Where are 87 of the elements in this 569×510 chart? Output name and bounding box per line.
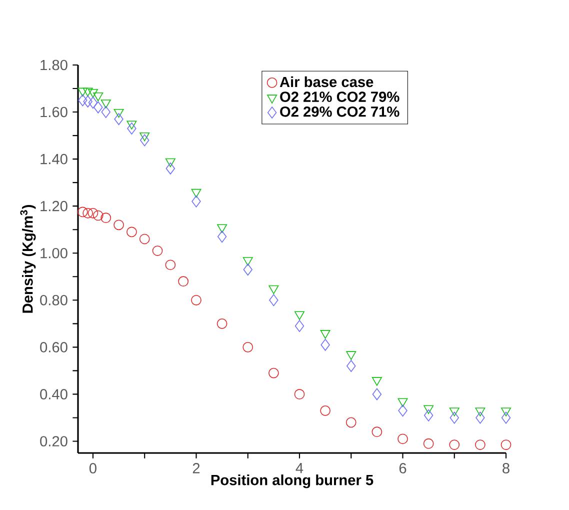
point — [294, 320, 304, 332]
point — [449, 408, 460, 416]
legend-label: O2 29% CO2 71% — [280, 106, 400, 117]
legend-label: O2 21% CO2 79% — [280, 92, 400, 102]
point — [140, 132, 150, 142]
point — [152, 246, 163, 256]
x-axis-title: Position along burner 5 — [211, 474, 374, 488]
point — [178, 276, 189, 287]
y-tick-label: 1.40 — [40, 154, 68, 164]
point — [372, 426, 382, 438]
point — [114, 220, 124, 230]
y-tick-label: 1.20 — [40, 200, 68, 212]
point — [139, 234, 150, 244]
point — [114, 113, 124, 126]
point — [191, 294, 202, 306]
point — [242, 342, 254, 352]
point — [423, 438, 434, 449]
point — [77, 206, 88, 218]
y-tick-label: 0.40 — [40, 389, 68, 400]
point — [166, 162, 176, 174]
y-tick-label: 1.60 — [40, 106, 68, 118]
point — [372, 377, 382, 386]
x-tick-label: 6 — [399, 463, 406, 474]
point — [320, 330, 330, 339]
x-tick-label: 0 — [89, 463, 96, 474]
point — [94, 101, 103, 114]
point — [243, 264, 252, 276]
y-tick-label: 1.80 — [40, 60, 68, 70]
point — [320, 338, 330, 351]
point — [500, 440, 512, 450]
point — [191, 188, 202, 198]
point — [88, 96, 98, 109]
point — [269, 294, 278, 306]
point — [88, 88, 98, 98]
point — [92, 210, 104, 221]
point — [140, 134, 150, 146]
point — [294, 389, 305, 400]
legend-label: Air base case — [280, 76, 374, 88]
y-tick-label: 0.80 — [40, 294, 68, 306]
point — [346, 417, 356, 428]
point — [126, 120, 137, 130]
y-axis-title: Density (Kg/m$^{3}$) — [20, 204, 36, 313]
x-tick-label: 8 — [502, 463, 510, 474]
point — [424, 409, 434, 422]
point — [78, 94, 88, 106]
point — [398, 398, 408, 407]
y-tick-label: 1.00 — [40, 248, 68, 258]
point — [398, 404, 408, 417]
point — [114, 108, 124, 118]
point — [501, 408, 512, 416]
point — [165, 158, 176, 168]
point — [501, 412, 511, 424]
point — [449, 440, 460, 450]
point — [372, 388, 382, 400]
point — [346, 351, 356, 360]
point — [192, 195, 201, 208]
point — [216, 318, 228, 329]
x-tick-label: 4 — [296, 463, 304, 474]
point — [320, 405, 330, 416]
point — [475, 440, 486, 450]
point — [100, 212, 112, 224]
point — [93, 92, 104, 102]
point — [165, 260, 176, 270]
point — [100, 100, 111, 108]
y-tick-label: 0.60 — [40, 342, 68, 352]
point — [294, 311, 304, 320]
y-tick-label: 0.20 — [40, 436, 68, 446]
point — [346, 360, 356, 372]
point — [475, 408, 486, 416]
point — [268, 368, 279, 378]
point — [424, 405, 434, 414]
point — [82, 208, 93, 218]
point — [476, 412, 485, 424]
point — [88, 208, 98, 218]
point — [127, 122, 136, 134]
point — [78, 88, 88, 97]
point — [242, 257, 253, 266]
point — [101, 106, 110, 118]
point — [217, 230, 227, 243]
point — [83, 95, 92, 108]
point — [126, 226, 137, 238]
x-tick-label: 2 — [192, 463, 200, 474]
point — [450, 412, 459, 424]
point — [268, 285, 279, 294]
point — [217, 224, 228, 233]
point — [398, 434, 408, 444]
point — [82, 88, 93, 97]
